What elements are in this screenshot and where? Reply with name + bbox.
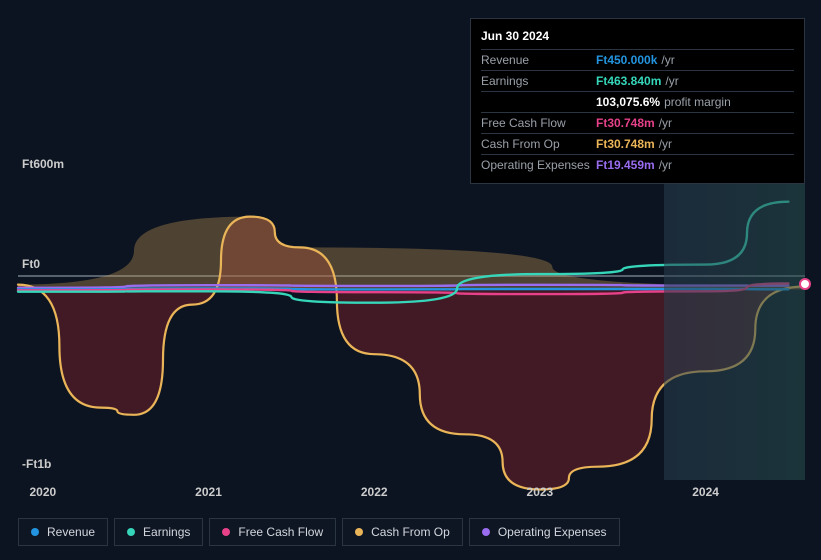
- legend-item-earnings[interactable]: Earnings: [114, 518, 203, 546]
- legend-label: Revenue: [47, 525, 95, 539]
- tooltip-row-value: Ft30.748m: [596, 116, 655, 130]
- tooltip-row-suffix: /yr: [665, 74, 678, 88]
- tooltip-row-label: Operating Expenses: [481, 158, 596, 172]
- legend-dot-icon: [127, 528, 135, 536]
- y-axis-label: Ft600m: [22, 157, 64, 171]
- tooltip-row-value: Ft19.459m: [596, 158, 655, 172]
- crosshair-marker: [799, 278, 811, 290]
- legend-label: Cash From Op: [371, 525, 450, 539]
- forecast-band: [664, 175, 805, 480]
- chart-tooltip: Jun 30 2024 RevenueFt450.000k/yrEarnings…: [470, 18, 805, 184]
- legend-dot-icon: [355, 528, 363, 536]
- tooltip-row-label: Free Cash Flow: [481, 116, 596, 130]
- tooltip-row: Free Cash FlowFt30.748m/yr: [481, 113, 794, 134]
- legend-label: Free Cash Flow: [238, 525, 323, 539]
- chart-legend: Revenue Earnings Free Cash Flow Cash From O…: [18, 518, 620, 546]
- x-axis-label: 2024: [692, 485, 719, 499]
- x-axis: 2020 2021 2022 2023 2024: [18, 485, 805, 506]
- tooltip-row-label: Cash From Op: [481, 137, 596, 151]
- x-axis-label: 2021: [195, 485, 222, 499]
- financials-chart: Jun 30 2024 RevenueFt450.000k/yrEarnings…: [0, 0, 821, 560]
- tooltip-row-value: Ft450.000k: [596, 53, 657, 67]
- tooltip-row-suffix: /yr: [659, 137, 672, 151]
- tooltip-row: RevenueFt450.000k/yr: [481, 50, 794, 71]
- tooltip-date: Jun 30 2024: [481, 25, 794, 50]
- legend-item-fcf[interactable]: Free Cash Flow: [209, 518, 336, 546]
- tooltip-row-suffix: profit margin: [664, 95, 731, 109]
- tooltip-row-value: Ft463.840m: [596, 74, 661, 88]
- tooltip-row-label: Earnings: [481, 74, 596, 88]
- tooltip-row: 103,075.6% profit margin: [481, 92, 794, 113]
- tooltip-row-suffix: /yr: [661, 53, 674, 67]
- legend-label: Earnings: [143, 525, 190, 539]
- legend-dot-icon: [482, 528, 490, 536]
- tooltip-row-label: Revenue: [481, 53, 596, 67]
- tooltip-row-suffix: /yr: [659, 158, 672, 172]
- legend-item-opex[interactable]: Operating Expenses: [469, 518, 620, 546]
- tooltip-row: EarningsFt463.840m/yr: [481, 71, 794, 92]
- tooltip-row-value: 103,075.6%: [596, 95, 660, 109]
- legend-dot-icon: [31, 528, 39, 536]
- x-axis-label: 2023: [527, 485, 554, 499]
- tooltip-row-suffix: /yr: [659, 116, 672, 130]
- x-axis-label: 2022: [361, 485, 388, 499]
- tooltip-row: Operating ExpensesFt19.459m/yr: [481, 155, 794, 175]
- legend-item-revenue[interactable]: Revenue: [18, 518, 108, 546]
- tooltip-row-value: Ft30.748m: [596, 137, 655, 151]
- x-axis-label: 2020: [29, 485, 56, 499]
- legend-dot-icon: [222, 528, 230, 536]
- tooltip-row: Cash From OpFt30.748m/yr: [481, 134, 794, 155]
- legend-item-cashop[interactable]: Cash From Op: [342, 518, 463, 546]
- plot-area[interactable]: [18, 175, 805, 480]
- legend-label: Operating Expenses: [498, 525, 607, 539]
